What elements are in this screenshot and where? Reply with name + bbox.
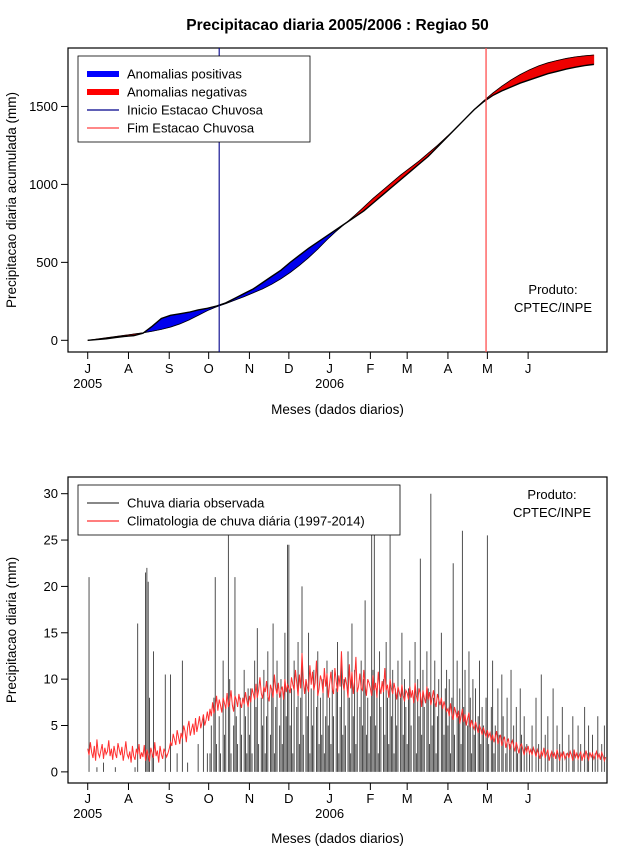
plot-box bbox=[67, 47, 608, 353]
y-axis: 0 500 1000 1500 bbox=[29, 99, 68, 348]
daily-rain-bars bbox=[88, 493, 605, 772]
y-tick-label: 500 bbox=[36, 255, 58, 270]
y-axis-title: Precipitacao diaria acumulada (mm) bbox=[4, 92, 19, 308]
x-tick-label: J bbox=[326, 791, 333, 806]
year-label: 2006 bbox=[315, 806, 344, 821]
positive-anomaly-segment bbox=[280, 261, 291, 280]
observed-cumulative-line bbox=[87, 63, 594, 342]
y-tick-label: 15 bbox=[44, 625, 58, 640]
x-tick-label: J bbox=[326, 361, 333, 376]
x-tick-label: A bbox=[444, 791, 453, 806]
positive-anomaly-segment bbox=[289, 254, 300, 274]
y-tick-label: 1000 bbox=[29, 177, 58, 192]
y-tick-label: 10 bbox=[44, 672, 58, 687]
y-tick-label: 0 bbox=[51, 764, 58, 779]
y-axis: 0 5 10 15 20 25 30 bbox=[44, 486, 68, 779]
x-tick-label: A bbox=[444, 361, 453, 376]
legend-label: Anomalias negativas bbox=[127, 85, 247, 100]
legend-label: Climatologia de chuva diária (1997-2014) bbox=[127, 514, 365, 529]
legend: Chuva diaria observada Climatologia de ch… bbox=[77, 484, 401, 536]
x-tick-label: M bbox=[482, 791, 493, 806]
positive-anomaly-segment bbox=[299, 247, 309, 267]
legend-box bbox=[77, 484, 401, 536]
y-tick-label: 25 bbox=[44, 533, 58, 548]
legend-label: Fim Estacao Chuvosa bbox=[127, 121, 255, 136]
legend-label: Chuva diaria observada bbox=[127, 496, 265, 511]
x-tick-label: M bbox=[402, 791, 413, 806]
y-tick-label: 0 bbox=[51, 333, 58, 348]
y-axis-title: Precipitacao diaria (mm) bbox=[4, 557, 19, 703]
produto-line: CPTEC/INPE bbox=[513, 505, 591, 520]
x-tick-label: J bbox=[84, 791, 91, 806]
x-tick-label: O bbox=[204, 361, 214, 376]
x-tick-label: F bbox=[366, 361, 374, 376]
produto-annotation: Produto: CPTEC/INPE bbox=[514, 282, 592, 315]
x-tick-label: A bbox=[124, 791, 133, 806]
x-tick-label: M bbox=[482, 361, 493, 376]
y-tick-label: 5 bbox=[51, 718, 58, 733]
positive-anomaly-segment bbox=[271, 269, 282, 285]
x-tick-label: M bbox=[402, 361, 413, 376]
produto-line: CPTEC/INPE bbox=[514, 300, 592, 315]
produto-annotation: Produto: CPTEC/INPE bbox=[513, 487, 591, 520]
year-label: 2005 bbox=[73, 806, 102, 821]
x-tick-label: N bbox=[245, 361, 254, 376]
daily-climatology-line bbox=[87, 651, 607, 763]
legend-label: Inicio Estacao Chuvosa bbox=[127, 103, 264, 118]
x-tick-label: D bbox=[284, 791, 293, 806]
x-tick-label: J bbox=[525, 361, 532, 376]
plot-box bbox=[67, 476, 608, 784]
legend: Anomalias positivas Anomalias negativas In… bbox=[77, 55, 311, 143]
y-tick-label: 1500 bbox=[29, 99, 58, 114]
x-tick-label: S bbox=[165, 791, 174, 806]
x-axis-title: Meses (dados diarios) bbox=[271, 831, 404, 846]
y-tick-label: 20 bbox=[44, 579, 58, 594]
y-tick-label: 30 bbox=[44, 486, 58, 501]
top-chart-svg: Precipitacao diaria 2005/2006 : Regiao 5… bbox=[4, 17, 608, 417]
x-axis-title: Meses (dados diarios) bbox=[271, 402, 404, 417]
x-tick-label: D bbox=[284, 361, 293, 376]
year-label: 2006 bbox=[315, 376, 344, 391]
legend-label: Anomalias positivas bbox=[127, 67, 242, 82]
produto-line: Produto: bbox=[528, 282, 577, 297]
positive-anomaly-segment bbox=[317, 235, 328, 250]
x-tick-label: O bbox=[204, 791, 214, 806]
positive-anomaly-segment bbox=[262, 275, 273, 290]
x-tick-label: F bbox=[366, 791, 374, 806]
x-tick-label: J bbox=[525, 791, 532, 806]
chart-title: Precipitacao diaria 2005/2006 : Regiao 5… bbox=[186, 17, 488, 34]
x-tick-label: A bbox=[124, 361, 133, 376]
x-tick-label: N bbox=[245, 791, 254, 806]
produto-line: Produto: bbox=[527, 487, 576, 502]
x-tick-label: S bbox=[165, 361, 174, 376]
year-label: 2005 bbox=[73, 376, 102, 391]
x-tick-label: J bbox=[84, 361, 91, 376]
